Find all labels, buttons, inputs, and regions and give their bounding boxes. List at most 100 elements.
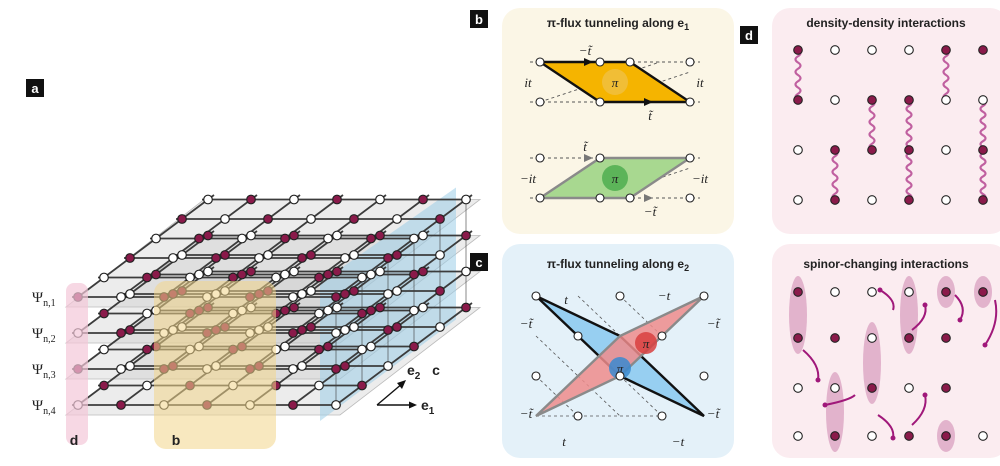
lattice-site	[375, 266, 385, 277]
panel-d-site	[941, 383, 951, 393]
panel-b-label: b	[475, 12, 483, 27]
panel-d-site	[867, 383, 877, 393]
lattice-site	[375, 230, 385, 241]
lattice-site	[142, 272, 152, 283]
panel-d-site	[867, 431, 877, 441]
panel-c-label-mtt-left-top: −t̃	[520, 316, 535, 331]
panel-c-flux-label-blue: π	[617, 361, 624, 376]
panel-c-label-mt-top: −t	[658, 288, 671, 303]
lattice-site	[297, 253, 307, 263]
panel-a-badge	[26, 79, 44, 97]
lattice-site	[168, 253, 178, 263]
panel-c-site	[615, 371, 625, 381]
panel-b-top-site	[685, 97, 695, 107]
lattice-site	[116, 400, 126, 410]
lattice-site	[211, 253, 221, 263]
lattice-site	[314, 344, 324, 355]
panel-d-arrow-tip	[890, 435, 896, 441]
panel-d-site	[793, 383, 803, 393]
lattice-site	[271, 272, 281, 283]
lattice-site	[418, 230, 428, 241]
lattice-site	[435, 214, 445, 224]
panel-c-site	[531, 371, 541, 381]
panel-d: d density-density interactions spinor-ch…	[740, 8, 1000, 458]
lattice-site	[306, 286, 316, 296]
lattice-site	[392, 214, 402, 224]
lattice-site	[306, 322, 316, 332]
lattice-site	[332, 302, 342, 313]
panel-b-top-hop-arrow	[584, 58, 593, 66]
panel-d-site	[941, 95, 951, 105]
panel-d-site	[941, 287, 951, 297]
lattice-site	[349, 214, 359, 224]
panel-d-hop-arrow	[911, 394, 927, 426]
lattice-site	[323, 269, 333, 280]
panel-d-arrow-tip	[922, 392, 928, 398]
panel-d-site	[830, 45, 840, 55]
panel-d-site	[978, 195, 988, 205]
panel-c-grid-line	[619, 375, 663, 417]
lattice-site	[383, 289, 393, 299]
panel-b-plaquettes: π −t̃ it it t̃ π t̃ −it −it −t̃	[520, 43, 708, 219]
panel-c-grid-line	[535, 335, 579, 377]
panel-d-site	[978, 287, 988, 297]
lattice-site	[357, 380, 367, 391]
lattice-site	[331, 292, 341, 302]
lattice-site	[194, 269, 204, 280]
row-label-psi: Ψn,1	[32, 290, 56, 309]
lattice-site	[366, 269, 376, 280]
lattice-site	[99, 272, 109, 283]
panel-b-bottom-grid-line	[599, 167, 691, 199]
panel-d-site	[978, 145, 988, 155]
lattice-site	[142, 308, 152, 319]
panel-d-site	[793, 95, 803, 105]
panel-d-arrow-tip	[982, 342, 988, 348]
lattice-site	[461, 194, 471, 205]
panel-c-flux-circle-blue	[609, 357, 631, 379]
lattice-site	[280, 305, 290, 316]
panel-b-bottom-site	[595, 193, 605, 203]
axis-e2-label: e2	[407, 362, 421, 382]
panel-d-hop-arrow	[824, 394, 856, 406]
lattice-site	[461, 230, 471, 241]
panel-b-top-label-right: it	[696, 75, 704, 90]
panel-b-top-label-left: it	[524, 75, 532, 90]
panel-b-bottom-label-top: t̃	[583, 139, 589, 154]
panel-c-site	[699, 371, 709, 381]
plane-b-yellow	[154, 281, 276, 449]
panel-d-site	[867, 287, 877, 297]
lattice-site	[203, 266, 213, 277]
lattice-site	[383, 325, 393, 335]
panel-d-oval	[826, 372, 844, 452]
lattice-site	[99, 308, 109, 319]
panel-d-site	[904, 431, 914, 441]
plane-label-c: c	[432, 362, 440, 378]
panel-c-plaquettes: π π t −t −t̃ −t̃ −t̃ −t̃ t −t	[520, 288, 722, 449]
panel-d-site	[904, 45, 914, 55]
lattice-site	[340, 325, 350, 335]
panel-c-title: π-flux tunneling along e2	[547, 257, 689, 273]
lattice-site	[340, 253, 350, 263]
lattice-site	[289, 194, 299, 205]
lattice-site	[288, 400, 298, 410]
lattice-site	[331, 400, 341, 410]
panel-b-top-grid-line	[599, 71, 691, 103]
lattice-site	[297, 289, 307, 299]
panel-c-grid-line	[577, 375, 621, 417]
panel-c-badge	[470, 253, 488, 271]
panel-c: c π-flux tunneling along e2 π π t −t −t̃ −t̃ −…	[470, 244, 734, 458]
panel-d-site	[793, 145, 803, 155]
panel-c-flux-label-red: π	[643, 336, 650, 351]
panel-c-grid-line	[535, 375, 579, 417]
lattice-site	[383, 361, 393, 371]
panel-b-bottom-label-bottom: −t̃	[644, 204, 659, 219]
lattice-site	[151, 233, 161, 244]
panel-c-site	[699, 291, 709, 301]
lattice-site	[237, 269, 247, 280]
panel-d-site	[941, 431, 951, 441]
lattice-site	[263, 214, 273, 224]
panel-b-bottom-flux-circle	[602, 165, 628, 191]
panel-b-bottom-label-left: −it	[520, 171, 536, 186]
axis-e1-arrowhead	[409, 401, 417, 409]
panel-d-site	[978, 95, 988, 105]
